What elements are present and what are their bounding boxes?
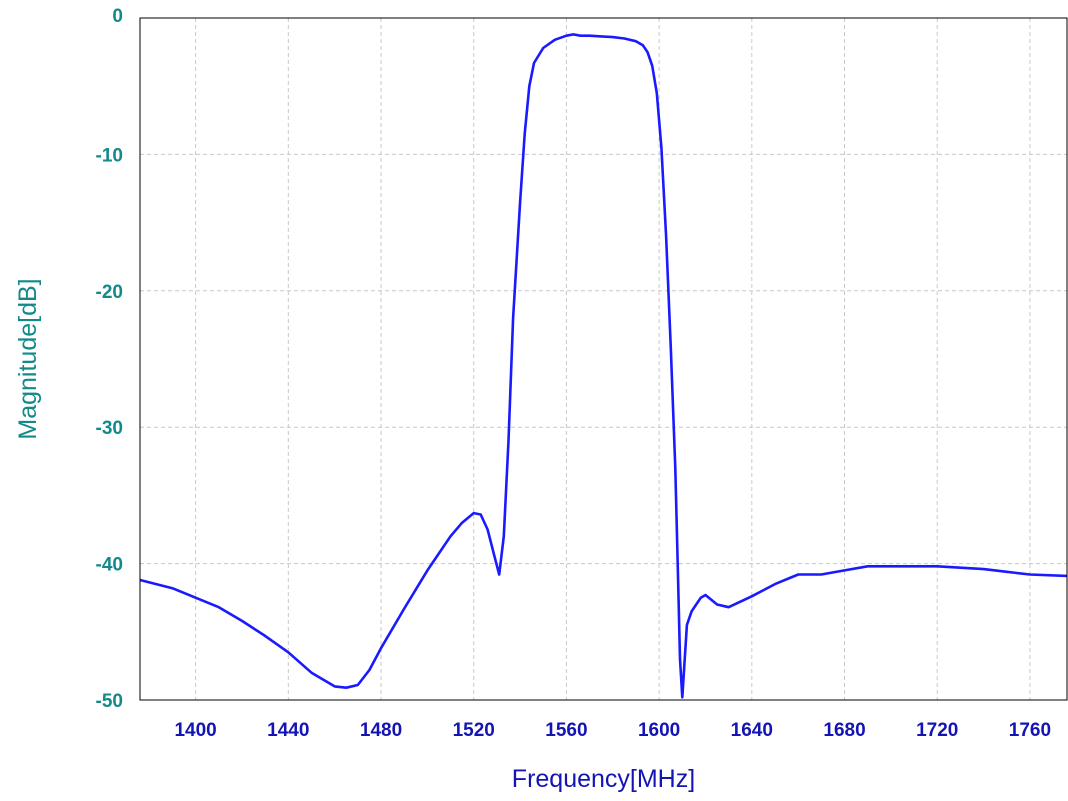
- x-tick-label: 1680: [823, 720, 865, 741]
- plot-area: [139, 33, 1068, 699]
- y-tick-labels: 0 -10 -20 -30 -40 -50: [96, 6, 123, 712]
- x-tick-label: 1560: [545, 720, 587, 741]
- x-axis-label: Frequency[MHz]: [512, 765, 695, 793]
- y-tick-label: -30: [96, 418, 123, 439]
- series-line: [139, 33, 1068, 699]
- x-tick-label: 1520: [453, 720, 495, 741]
- y-tick-label: 0: [112, 6, 123, 27]
- x-tick-labels: 1400 1440 1480 1520 1560 1600 1640 1680 1720 1760: [174, 720, 1051, 741]
- x-tick-label: 1640: [731, 720, 773, 741]
- x-tick-label: 1760: [1009, 720, 1051, 741]
- y-tick-label: -40: [96, 555, 123, 576]
- x-tick-label: 1720: [916, 720, 958, 741]
- y-tick-label: -20: [96, 282, 123, 303]
- x-tick-label: 1440: [267, 720, 309, 741]
- y-tick-label: -50: [96, 691, 123, 712]
- x-tick-label: 1600: [638, 720, 680, 741]
- x-tick-label: 1400: [174, 720, 216, 741]
- x-tick-label: 1480: [360, 720, 402, 741]
- y-axis-label: Magnitude[dB]: [14, 278, 42, 439]
- plot-frame: [139, 17, 1068, 701]
- y-tick-label: -10: [96, 145, 123, 166]
